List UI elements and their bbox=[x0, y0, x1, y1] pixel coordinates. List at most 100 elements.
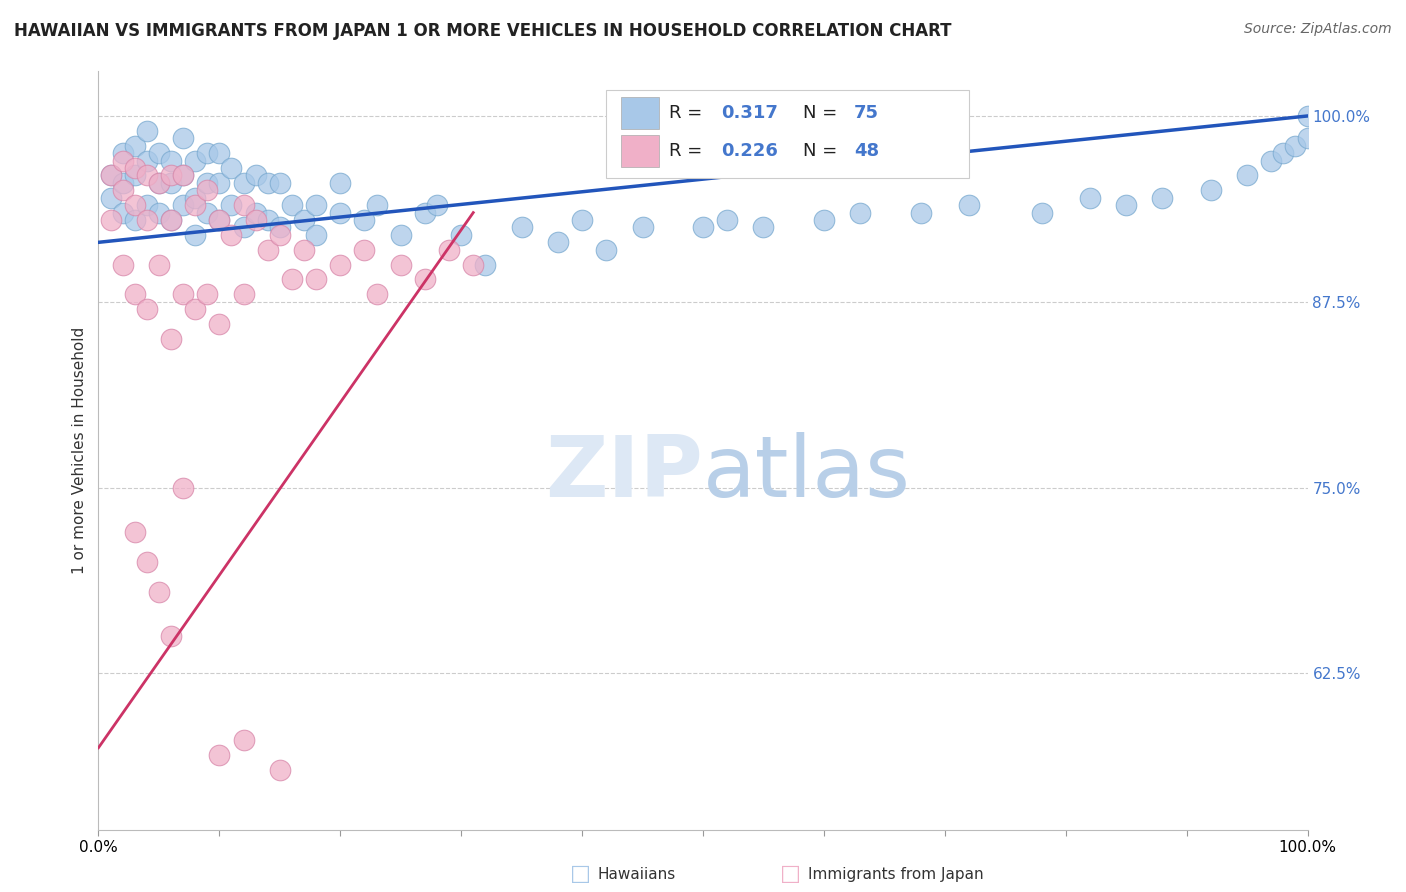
Point bbox=[100, 213, 122, 227]
Text: □: □ bbox=[569, 864, 591, 884]
Point bbox=[232, 198, 254, 212]
Text: 48: 48 bbox=[855, 142, 879, 160]
Point bbox=[910, 205, 932, 219]
Point bbox=[135, 302, 157, 317]
Point bbox=[195, 176, 218, 190]
Point bbox=[292, 243, 315, 257]
Point bbox=[269, 763, 291, 777]
Point bbox=[353, 213, 375, 227]
Point bbox=[124, 198, 146, 212]
Point bbox=[160, 213, 183, 227]
Point bbox=[111, 205, 134, 219]
Point bbox=[1260, 153, 1282, 168]
Point bbox=[124, 138, 146, 153]
Point bbox=[281, 272, 304, 286]
Point bbox=[571, 213, 593, 227]
Point bbox=[631, 220, 654, 235]
Point bbox=[135, 198, 157, 212]
Point bbox=[184, 227, 207, 242]
Point bbox=[232, 220, 254, 235]
Point bbox=[1296, 109, 1319, 123]
Point bbox=[148, 584, 170, 599]
Point bbox=[195, 183, 218, 197]
Point bbox=[160, 629, 183, 643]
Point bbox=[208, 748, 231, 763]
Text: N =: N = bbox=[803, 142, 844, 160]
Point bbox=[957, 198, 980, 212]
Point bbox=[245, 169, 267, 183]
Point bbox=[245, 205, 267, 219]
Text: R =: R = bbox=[669, 104, 709, 122]
Point bbox=[329, 176, 352, 190]
Text: ZIP: ZIP bbox=[546, 432, 703, 515]
Point bbox=[256, 243, 278, 257]
Point bbox=[111, 153, 134, 168]
Point bbox=[111, 146, 134, 161]
Point bbox=[160, 153, 183, 168]
Point bbox=[305, 227, 328, 242]
Point bbox=[232, 287, 254, 301]
Text: Hawaiians: Hawaiians bbox=[598, 867, 676, 881]
Point bbox=[135, 153, 157, 168]
Point bbox=[281, 198, 304, 212]
Point bbox=[172, 131, 194, 145]
Point bbox=[389, 227, 412, 242]
Text: 0.226: 0.226 bbox=[721, 142, 778, 160]
Point bbox=[160, 176, 183, 190]
Point bbox=[305, 272, 328, 286]
Point bbox=[305, 198, 328, 212]
Point bbox=[245, 213, 267, 227]
Text: HAWAIIAN VS IMMIGRANTS FROM JAPAN 1 OR MORE VEHICLES IN HOUSEHOLD CORRELATION CH: HAWAIIAN VS IMMIGRANTS FROM JAPAN 1 OR M… bbox=[14, 22, 952, 40]
Point bbox=[148, 205, 170, 219]
Point bbox=[208, 213, 231, 227]
Point bbox=[256, 176, 278, 190]
Point bbox=[135, 169, 157, 183]
Point bbox=[474, 258, 496, 272]
Point bbox=[1284, 138, 1306, 153]
Point bbox=[450, 227, 472, 242]
Point bbox=[389, 258, 412, 272]
Point bbox=[329, 205, 352, 219]
Point bbox=[413, 272, 436, 286]
Text: Source: ZipAtlas.com: Source: ZipAtlas.com bbox=[1244, 22, 1392, 37]
Point bbox=[172, 481, 194, 495]
Point bbox=[172, 169, 194, 183]
Point bbox=[135, 124, 157, 138]
Point bbox=[232, 733, 254, 747]
Point bbox=[353, 243, 375, 257]
Point bbox=[547, 235, 569, 250]
Point bbox=[716, 213, 738, 227]
Point bbox=[100, 169, 122, 183]
Point bbox=[124, 169, 146, 183]
Point bbox=[463, 258, 485, 272]
Point bbox=[148, 176, 170, 190]
Point bbox=[752, 220, 775, 235]
Point bbox=[1199, 183, 1222, 197]
Point bbox=[1115, 198, 1137, 212]
Point bbox=[135, 555, 157, 569]
Point bbox=[849, 205, 872, 219]
Point bbox=[148, 176, 170, 190]
Point bbox=[413, 205, 436, 219]
Point bbox=[160, 332, 183, 346]
Point bbox=[124, 287, 146, 301]
Point bbox=[184, 302, 207, 317]
Point bbox=[292, 213, 315, 227]
Point bbox=[160, 169, 183, 183]
Text: R =: R = bbox=[669, 142, 709, 160]
Point bbox=[1296, 131, 1319, 145]
Point bbox=[437, 243, 460, 257]
Point bbox=[148, 258, 170, 272]
Point bbox=[1236, 169, 1258, 183]
Text: N =: N = bbox=[803, 104, 844, 122]
Point bbox=[232, 176, 254, 190]
Point bbox=[111, 258, 134, 272]
Point bbox=[595, 243, 617, 257]
Point bbox=[221, 161, 243, 175]
Point bbox=[1152, 191, 1174, 205]
Point bbox=[100, 191, 122, 205]
Point bbox=[184, 191, 207, 205]
Point bbox=[221, 198, 243, 212]
Point bbox=[184, 198, 207, 212]
Point bbox=[184, 153, 207, 168]
